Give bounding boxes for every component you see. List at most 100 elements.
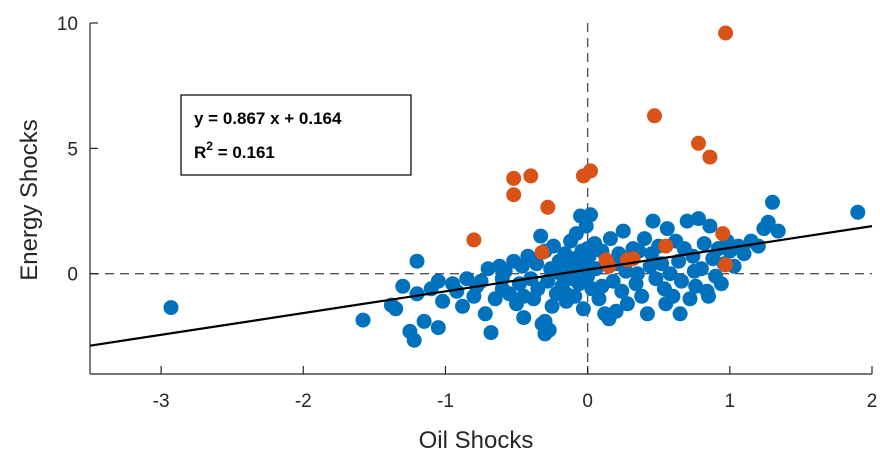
outlier-point (647, 108, 662, 124)
data-point (477, 306, 493, 322)
outlier-point (691, 135, 706, 151)
data-point (435, 293, 451, 309)
data-point (546, 238, 561, 254)
data-point (619, 296, 635, 312)
x-axis-label: Oil Shocks (419, 427, 534, 454)
data-point (602, 231, 618, 247)
data-point (634, 288, 650, 304)
data-point (615, 223, 631, 239)
data-point (659, 221, 675, 237)
x-tick-label: 2 (867, 391, 878, 412)
data-point (679, 213, 695, 229)
outlier-point (506, 170, 522, 186)
data-point (523, 251, 539, 267)
x-tick-label: -1 (437, 391, 454, 412)
r-squared: R2 = 0.161 (194, 139, 275, 162)
data-point (691, 211, 706, 227)
data-point (662, 266, 678, 282)
fit-equation: y = 0.867 x + 0.164 (194, 109, 342, 128)
x-tick-label: 0 (582, 391, 593, 412)
data-point (406, 332, 422, 348)
data-point (688, 278, 704, 294)
data-point (702, 218, 718, 234)
data-point (388, 301, 404, 317)
outlier-point (583, 163, 598, 179)
data-point (416, 313, 432, 329)
data-point (483, 325, 499, 341)
data-point (449, 283, 465, 299)
plot-area (89, 23, 873, 374)
outlier-point (702, 149, 718, 165)
data-point (455, 298, 470, 314)
data-point (430, 320, 446, 336)
data-point (760, 214, 776, 230)
x-tick-label: -2 (295, 391, 312, 412)
outlier-point (718, 25, 734, 41)
outlier-point (540, 199, 556, 215)
outlier-point (534, 244, 550, 260)
data-point (686, 263, 702, 279)
data-point (682, 291, 698, 307)
x-tick-label: 1 (725, 391, 736, 412)
y-axis-label: Energy Shocks (16, 119, 43, 280)
data-point (533, 228, 549, 244)
data-point (540, 273, 556, 289)
data-point (696, 236, 712, 252)
outlier-point (506, 187, 522, 203)
data-point (578, 218, 594, 234)
data-point (701, 288, 716, 304)
data-point (674, 273, 689, 289)
fit-equation-box: y = 0.867 x + 0.164 R2 = 0.161 (180, 94, 412, 176)
data-point (575, 301, 591, 317)
outlier-point (523, 168, 539, 184)
x-tick-label: -3 (153, 391, 170, 412)
regression-line (89, 225, 873, 347)
data-point (430, 273, 446, 289)
data-point (163, 300, 179, 316)
data-point (637, 231, 652, 247)
outlier-point (658, 238, 674, 254)
data-point (639, 306, 655, 322)
data-point (608, 303, 624, 319)
data-point (629, 266, 645, 282)
data-point (583, 207, 598, 223)
data-point (580, 241, 596, 257)
data-point (685, 248, 701, 264)
outlier-point (718, 257, 734, 273)
data-point (658, 296, 674, 312)
data-point (537, 313, 553, 329)
data-point (644, 246, 660, 262)
data-point (591, 291, 607, 307)
data-point (409, 253, 425, 269)
y-tick-label: 0 (67, 265, 78, 286)
data-point (736, 246, 752, 262)
data-point (544, 298, 560, 314)
data-point (614, 283, 630, 299)
data-point (765, 194, 780, 210)
data-point (395, 278, 411, 294)
data-point (713, 276, 729, 292)
data-point (605, 273, 621, 289)
outlier-point (715, 226, 731, 242)
data-point (648, 271, 664, 287)
equation-box-frame (180, 94, 412, 176)
data-point (671, 253, 687, 269)
data-point (516, 288, 532, 304)
data-point (355, 312, 371, 328)
data-point (594, 278, 610, 294)
y-tick-label: 10 (57, 14, 78, 35)
data-point (480, 261, 496, 277)
data-point (516, 310, 532, 326)
data-point (642, 258, 658, 274)
data-point (645, 213, 661, 229)
data-point (750, 238, 766, 254)
data-point (409, 286, 425, 302)
data-point (672, 306, 688, 322)
outlier-point (466, 232, 482, 248)
data-point (770, 223, 786, 239)
y-tick-label: 5 (67, 139, 78, 160)
data-point (850, 204, 866, 220)
data-point (558, 286, 574, 302)
